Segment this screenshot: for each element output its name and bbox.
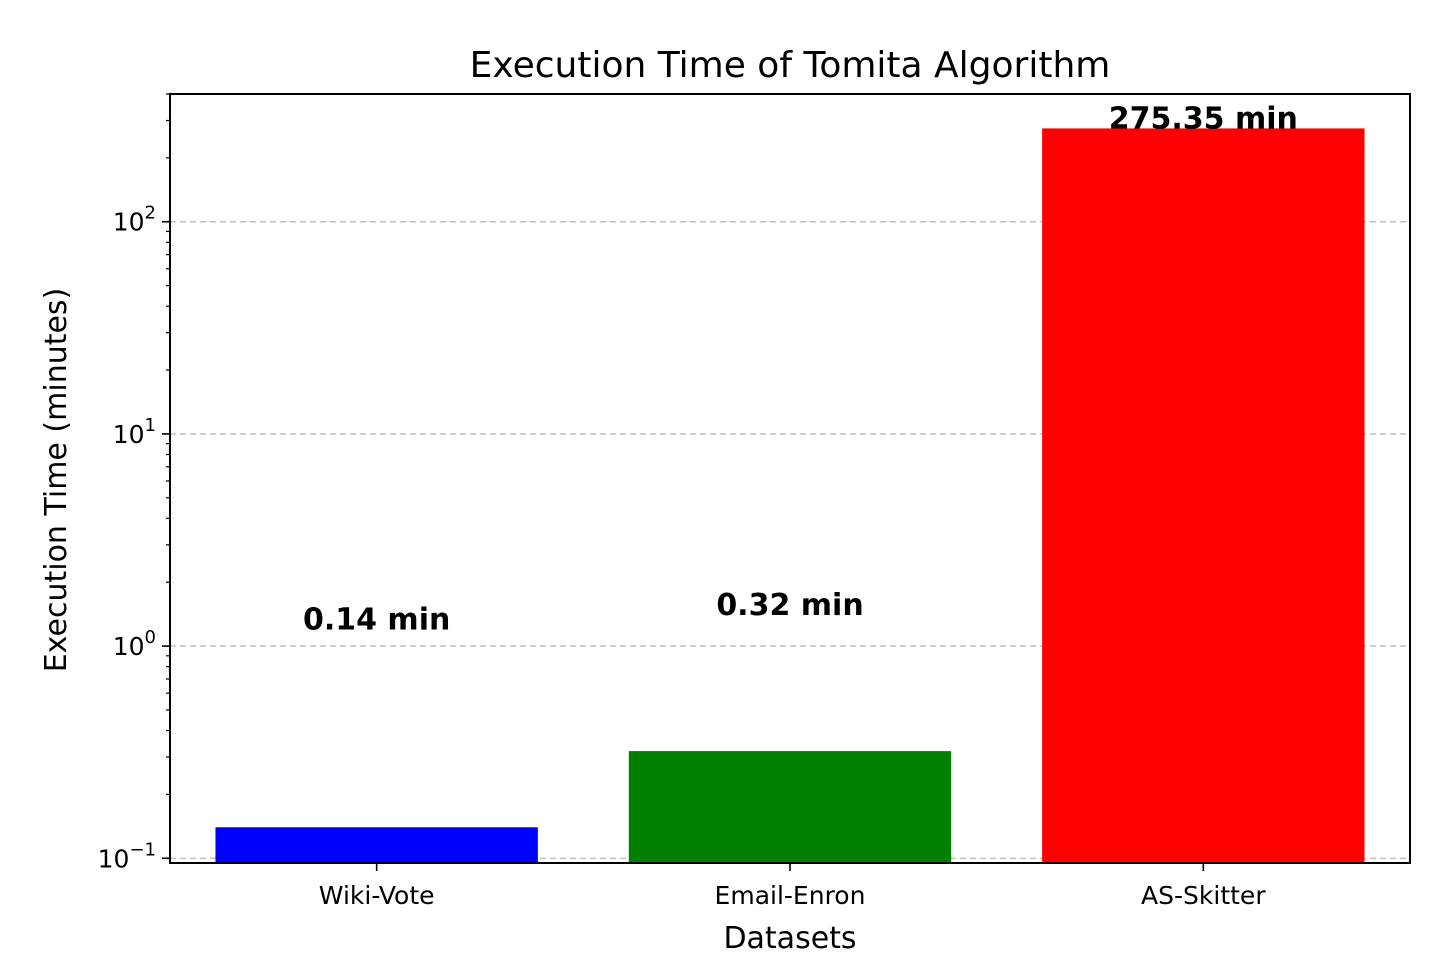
- x-tick-label-email-enron: Email-Enron: [715, 881, 866, 910]
- x-axis-label: Datasets: [723, 921, 856, 956]
- y-tick-base: 10: [113, 632, 145, 661]
- x-tick-label-wiki-vote: Wiki-Vote: [319, 881, 435, 910]
- y-axis-label: Execution Time (minutes): [39, 288, 74, 673]
- data-label-email-enron: 0.32 min: [716, 588, 863, 623]
- x-axis-ticks: Wiki-Vote Email-Enron AS-Skitter: [319, 863, 1266, 910]
- data-label-as-skitter: 275.35 min: [1109, 101, 1298, 136]
- y-tick-label-1: 100: [113, 627, 156, 661]
- y-tick-exponent: 1: [145, 415, 156, 436]
- chart-title: Execution Time of Tomita Algorithm: [470, 45, 1111, 86]
- bar-as-skitter: [1042, 128, 1365, 864]
- y-tick-exponent: −1: [129, 839, 156, 860]
- y-tick-label-3: 102: [113, 203, 156, 237]
- y-tick-base: 10: [113, 208, 145, 237]
- y-tick-label-2: 101: [113, 415, 156, 449]
- y-tick-base: 10: [98, 844, 130, 873]
- data-labels: 0.14 min 0.32 min 275.35 min: [303, 101, 1298, 637]
- y-tick-exponent: 2: [145, 203, 156, 224]
- bar-wiki-vote: [215, 827, 538, 863]
- y-tick-label-0: 10−1: [98, 839, 156, 873]
- bars: [215, 128, 1365, 864]
- y-tick-exponent: 0: [145, 627, 156, 648]
- y-tick-base: 10: [113, 420, 145, 449]
- x-tick-label-as-skitter: AS-Skitter: [1141, 881, 1266, 910]
- bar-email-enron: [628, 751, 952, 863]
- data-label-wiki-vote: 0.14 min: [303, 602, 450, 637]
